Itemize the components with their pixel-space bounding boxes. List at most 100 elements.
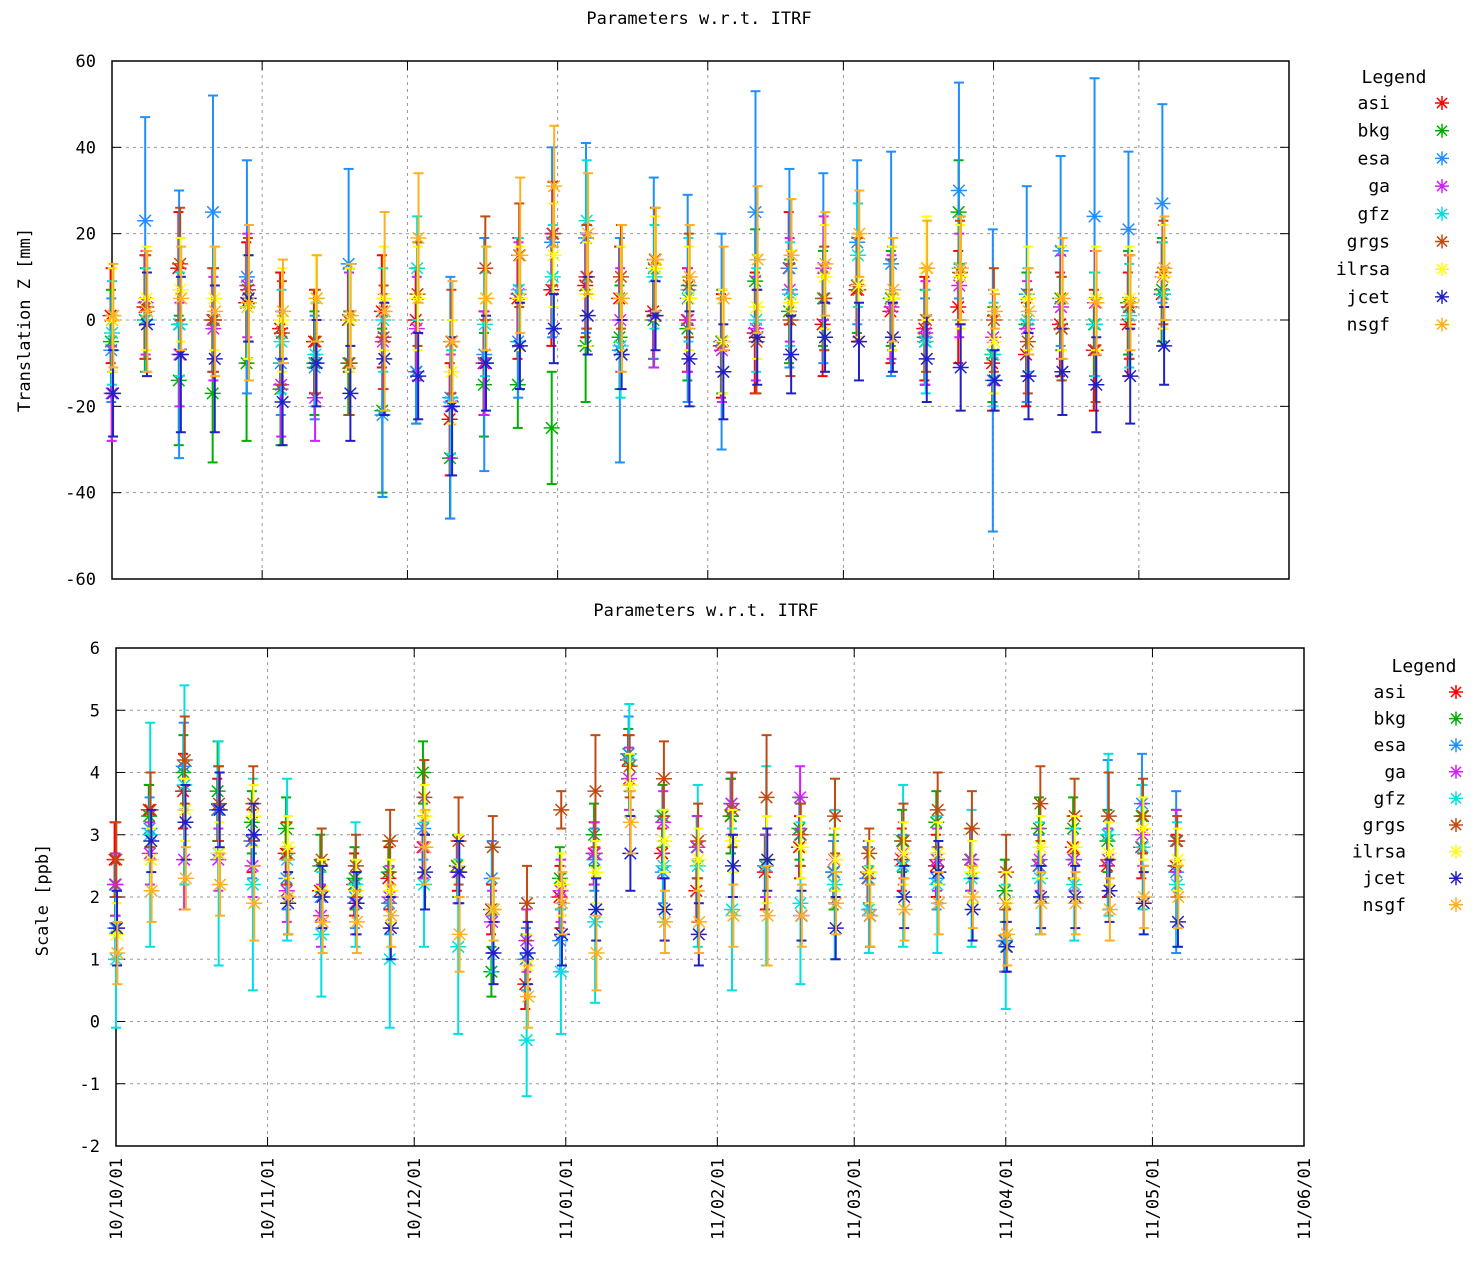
data-point — [274, 303, 291, 320]
data-point — [552, 963, 569, 980]
data-point — [410, 229, 427, 246]
data-point — [725, 857, 742, 874]
data-point — [552, 882, 569, 899]
legend-label-bkg: bkg — [1357, 121, 1390, 142]
y-tick-label: -40 — [65, 484, 96, 504]
legend-label-ga: ga — [1368, 176, 1390, 197]
series-nsgf — [105, 124, 1173, 412]
legend-marker-asi — [1435, 96, 1449, 110]
legend-marker-bkg — [1449, 711, 1463, 726]
data-point — [313, 926, 330, 943]
data-point — [205, 204, 222, 221]
data-point — [850, 277, 867, 294]
data-point — [828, 895, 845, 912]
data-point — [792, 895, 809, 912]
data-point — [578, 212, 595, 229]
series-asi — [106, 734, 1184, 1011]
legend-marker-jcet — [1449, 871, 1463, 886]
data-point — [553, 801, 570, 818]
series-grgs — [108, 715, 1186, 942]
data-point — [999, 926, 1016, 943]
x-tick-label: 10/12/01 — [405, 1158, 425, 1240]
data-point — [410, 368, 427, 385]
data-point — [691, 913, 708, 930]
data-point — [587, 913, 604, 930]
data-point — [520, 988, 537, 1005]
data-point — [546, 178, 563, 195]
data-point — [545, 320, 562, 337]
data-point — [1066, 839, 1083, 856]
series-ga — [107, 746, 1185, 973]
data-point — [244, 876, 261, 893]
data-point — [518, 1032, 535, 1049]
data-point — [478, 290, 495, 307]
data-point — [613, 290, 630, 307]
data-point — [850, 333, 867, 350]
y-tick-label: 40 — [76, 138, 96, 158]
y-tick-label: -20 — [65, 397, 96, 417]
data-point — [444, 333, 461, 350]
series-gfz — [104, 159, 1172, 455]
data-point — [1101, 845, 1118, 862]
data-point — [109, 945, 126, 962]
legend: asi bkg esa ga gfz grgs ilrsa jcet nsgf — [1336, 93, 1449, 336]
data-point — [1067, 895, 1084, 912]
data-point — [1054, 290, 1071, 307]
chart-title: Parameters w.r.t. ITRF — [593, 601, 818, 621]
data-point — [1122, 294, 1139, 311]
data-point — [647, 251, 664, 268]
chart-translation-z: Parameters w.r.t. ITRF Translation Z [mm… — [15, 9, 1449, 590]
y-tick-label: 4 — [90, 764, 100, 784]
data-point — [986, 372, 1003, 389]
data-point — [1032, 839, 1049, 856]
data-point — [749, 251, 766, 268]
legend-label-ilrsa: ilrsa — [1336, 259, 1390, 280]
legend-label-nsgf: nsgf — [1347, 315, 1390, 336]
y-tick-label: 2 — [90, 888, 100, 908]
data-point — [792, 789, 809, 806]
series-ilrsa — [104, 202, 1172, 425]
data-point — [1169, 851, 1186, 868]
data-point — [827, 808, 844, 825]
data-point — [793, 907, 810, 924]
legend-marker-nsgf — [1435, 317, 1449, 332]
data-point — [376, 303, 393, 320]
series-ilrsa — [108, 752, 1186, 998]
data-point — [348, 913, 365, 930]
data-point — [279, 839, 296, 856]
data-point — [212, 876, 229, 893]
data-point — [177, 870, 194, 887]
data-point — [929, 801, 946, 818]
data-point — [414, 764, 431, 781]
y-tick-label: -2 — [80, 1137, 100, 1157]
legend-marker-ga — [1449, 764, 1463, 779]
data-point — [545, 247, 562, 264]
data-point — [817, 255, 834, 272]
legend-label-nsgf: nsgf — [1363, 895, 1406, 916]
legend-label-esa: esa — [1373, 735, 1406, 756]
data-point — [622, 776, 639, 793]
data-point — [211, 801, 228, 818]
series-bkg — [102, 159, 1171, 520]
data-point — [793, 839, 810, 856]
data-point — [656, 913, 673, 930]
data-point — [1020, 368, 1037, 385]
series-nsgf — [109, 790, 1187, 1029]
data-point — [783, 346, 800, 363]
legend-marker-ga — [1435, 179, 1449, 194]
data-point — [724, 901, 740, 918]
legend: asi bkg esa ga gfz grgs ilrsa jcet nsgf — [1352, 682, 1463, 916]
data-point — [919, 260, 936, 277]
legend-marker-gfz — [1435, 206, 1449, 221]
legend-marker-jcet — [1435, 289, 1449, 304]
legend-label-asi: asi — [1373, 682, 1406, 703]
series-grgs — [104, 180, 1172, 416]
data-point — [1101, 901, 1118, 918]
legend-label-gfz: gfz — [1373, 788, 1406, 809]
data-point — [950, 299, 967, 316]
data-point — [681, 350, 698, 367]
series-asi — [102, 211, 1170, 477]
data-point — [308, 290, 325, 307]
data-point — [1033, 895, 1050, 912]
